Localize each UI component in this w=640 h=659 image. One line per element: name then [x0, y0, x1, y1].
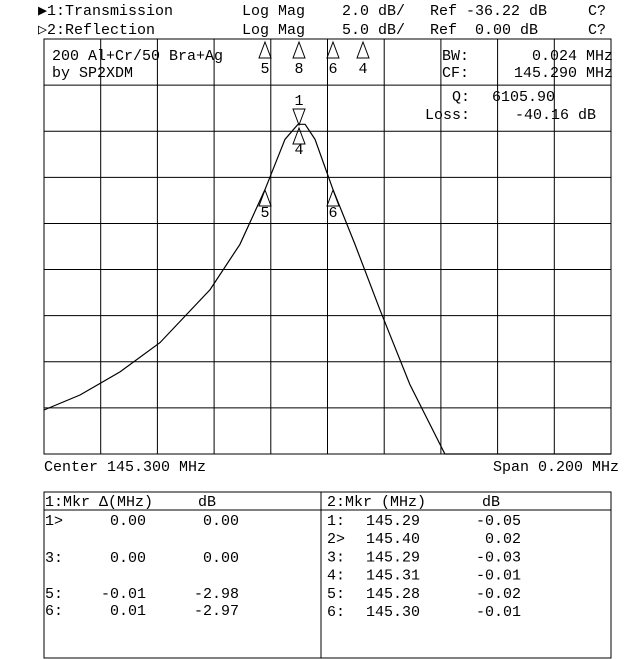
label: ▶1:Transmission [38, 3, 173, 20]
marker [326, 188, 340, 207]
label: -2.97 [194, 603, 239, 620]
label: dB [482, 494, 500, 511]
label: 3: [327, 549, 345, 566]
label: 200 Al+Cr/50 Bra+Ag [52, 48, 223, 65]
label: 145.29 [366, 549, 420, 566]
label: -40.16 dB [515, 107, 596, 124]
label: Center 145.300 MHz [44, 459, 206, 476]
label: 3: [45, 550, 63, 567]
label: 145.30 [366, 604, 420, 621]
label: -0.01 [476, 604, 521, 621]
label: 5: [327, 586, 345, 603]
label: Log Mag [242, 3, 305, 20]
label: 0.01 [110, 603, 146, 620]
label: 4 [358, 61, 367, 78]
label: 6105.90 [492, 89, 555, 106]
label: -0.05 [476, 513, 521, 530]
marker [258, 188, 272, 207]
marker [292, 126, 306, 145]
label: 2.0 dB/ [342, 3, 405, 20]
label: 4 [294, 142, 303, 159]
label: -0.03 [476, 549, 521, 566]
label: Q: [452, 89, 470, 106]
label: dB [198, 494, 216, 511]
label: 0.00 [110, 550, 146, 567]
label: BW: [442, 48, 469, 65]
label: 0.024 MHz [532, 48, 613, 65]
label: 6 [328, 61, 337, 78]
label: 5.0 dB/ [342, 22, 405, 39]
marker [292, 40, 306, 59]
trace [43, 123, 611, 455]
label: 5 [260, 205, 269, 222]
label: ▷2:Reflection [38, 22, 155, 39]
label: 4: [327, 568, 345, 585]
label: 5: [45, 586, 63, 603]
label: 1 [294, 93, 303, 110]
label: 145.31 [366, 568, 420, 585]
label: -0.01 [476, 568, 521, 585]
marker [356, 40, 370, 59]
label: Loss: [425, 107, 470, 124]
label: Ref 0.00 dB [430, 22, 538, 39]
marker [326, 40, 340, 59]
label: -2.98 [194, 586, 239, 603]
label: 0.00 [203, 550, 239, 567]
label: 2:Mkr (MHz) [327, 494, 426, 511]
label: 6: [327, 604, 345, 621]
label: 2> [327, 531, 345, 548]
label: 1: [327, 513, 345, 530]
label: CF: [442, 65, 469, 82]
label: 1> [45, 513, 63, 530]
label: 145.290 MHz [514, 65, 613, 82]
label: -0.01 [101, 586, 146, 603]
label: by SP2XDM [52, 65, 133, 82]
label: 0.00 [110, 513, 146, 530]
label: -0.02 [476, 586, 521, 603]
label: 5 [260, 61, 269, 78]
label: Span 0.200 MHz [493, 459, 619, 476]
label: 0.02 [485, 531, 521, 548]
label: 145.28 [366, 586, 420, 603]
label: 1:Mkr Δ(MHz) [45, 494, 153, 511]
label: C? [588, 22, 606, 39]
label: 8 [294, 61, 303, 78]
label: 6: [45, 603, 63, 620]
label: 0.00 [203, 513, 239, 530]
label: 145.29 [366, 513, 420, 530]
marker [258, 40, 272, 59]
label: C? [588, 3, 606, 20]
marker [292, 108, 306, 127]
label: Log Mag [242, 22, 305, 39]
table-box [43, 491, 612, 659]
label: 145.40 [366, 531, 420, 548]
label: Ref -36.22 dB [430, 3, 547, 20]
label: 6 [328, 205, 337, 222]
